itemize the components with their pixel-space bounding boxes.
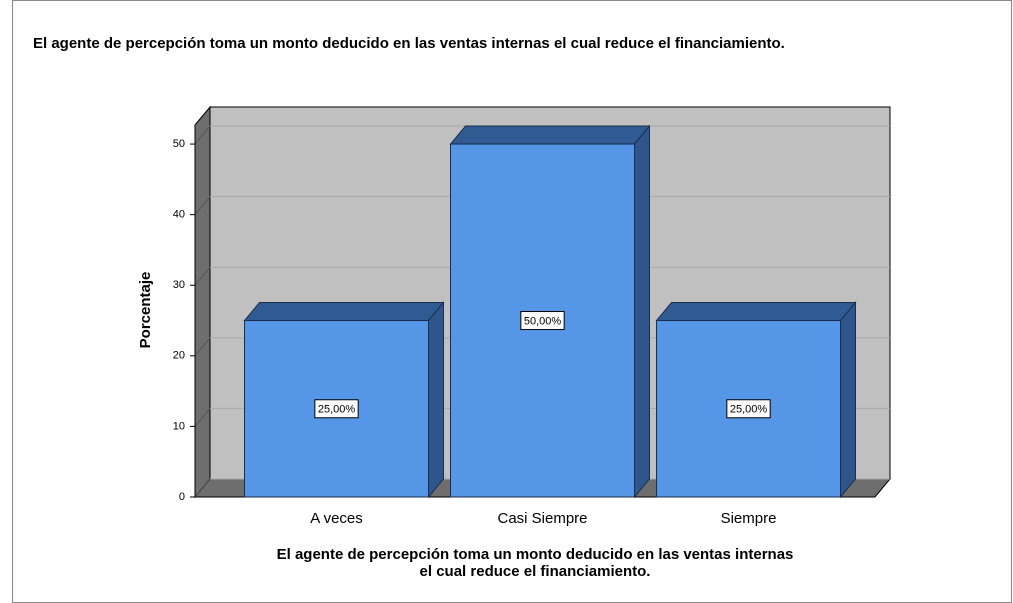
- bar-side: [428, 301, 444, 499]
- y-axis-label: Porcentaje: [137, 272, 154, 349]
- grid-line: [194, 478, 211, 498]
- x-tick-label: Casi Siempre: [497, 510, 587, 527]
- value-label: 25,00%: [314, 399, 359, 419]
- grid-line: [194, 125, 211, 145]
- value-label-box: [726, 399, 771, 419]
- grid-line: [194, 266, 211, 286]
- y-tick-label: 40: [173, 209, 185, 221]
- value-label-box: [314, 399, 359, 419]
- grid-line: [194, 337, 211, 357]
- x-tick-label: Siempre: [721, 510, 777, 527]
- value-label-text: 25,00%: [730, 404, 768, 416]
- x-axis-label: El agente de percepción toma un monto de…: [277, 546, 794, 563]
- y-tick-label: 0: [179, 491, 185, 503]
- y-tick-label: 30: [173, 279, 185, 291]
- chart-title: El agente de percepción toma un monto de…: [33, 35, 785, 52]
- grid-line: [194, 408, 211, 427]
- y-tick-label: 50: [173, 138, 185, 150]
- bar-top: [449, 125, 651, 145]
- value-label: 25,00%: [726, 399, 771, 419]
- value-label-text: 25,00%: [318, 404, 356, 416]
- bar-top: [655, 302, 857, 322]
- x-tick-label: A veces: [310, 510, 363, 527]
- y-tick-label: 20: [173, 350, 185, 362]
- value-label-box: [520, 311, 565, 331]
- bar-side: [840, 301, 856, 499]
- x-axis-label: el cual reduce el financiamiento.: [420, 563, 651, 580]
- value-label: 50,00%: [520, 311, 565, 331]
- bar-side: [634, 124, 650, 499]
- grid-line: [194, 196, 211, 215]
- y-tick-label: 10: [173, 420, 185, 432]
- value-label-text: 50,00%: [524, 315, 562, 327]
- bar-top: [243, 302, 445, 322]
- left-wall: [194, 105, 211, 499]
